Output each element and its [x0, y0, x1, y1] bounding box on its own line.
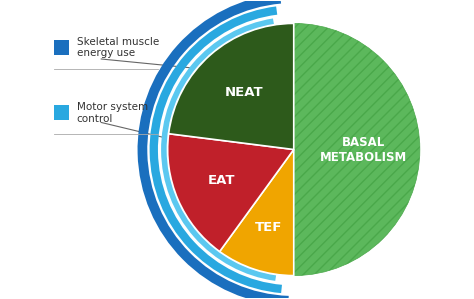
Text: Motor system
control: Motor system control: [77, 102, 148, 124]
Text: EAT: EAT: [208, 174, 236, 187]
Bar: [54, 105, 69, 120]
Wedge shape: [168, 134, 294, 251]
Text: TEF: TEF: [255, 221, 282, 234]
Text: BASAL
METABOLISM: BASAL METABOLISM: [319, 135, 407, 164]
Text: Skeletal muscle
energy use: Skeletal muscle energy use: [77, 36, 159, 58]
Bar: [54, 40, 69, 55]
Wedge shape: [219, 150, 294, 276]
Text: NEAT: NEAT: [224, 86, 263, 99]
Wedge shape: [169, 23, 294, 150]
Wedge shape: [294, 23, 420, 276]
